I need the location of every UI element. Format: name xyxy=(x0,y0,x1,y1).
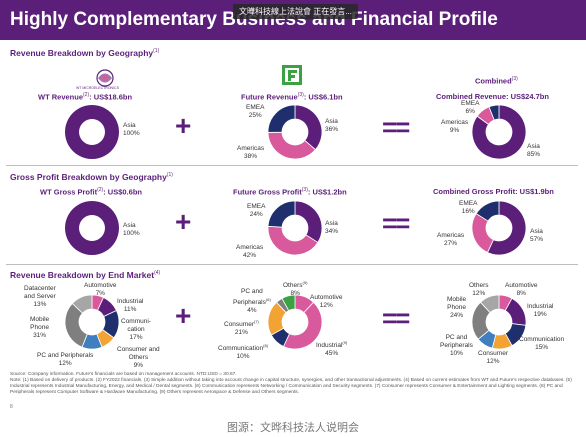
divider-2 xyxy=(6,264,578,265)
donut-segment xyxy=(267,225,319,256)
label-r3-f-pc: PC and Peripherals(6) 4% xyxy=(233,288,271,315)
donut-combined-gross-profit xyxy=(471,200,527,256)
page-number: 8 xyxy=(10,404,13,410)
footnote: Source: Company information. Future's fi… xyxy=(10,372,575,396)
future-revenue-label: Future Revenue(3): US$6.1bn xyxy=(241,92,343,102)
donut-segment xyxy=(267,104,296,133)
label-r3-c-mobile: Mobile Phone 24% xyxy=(447,296,467,319)
label-r3-wt-datacenter: Datacenter and Server 13% xyxy=(24,285,56,308)
donut-segment xyxy=(267,131,316,160)
label-r3-c-communication: Communication 15% xyxy=(519,336,565,351)
equals-sign-1: == xyxy=(382,112,410,142)
label-r3-wt-communication: Communi-cation 17% xyxy=(121,318,151,341)
donut-segment xyxy=(488,104,500,121)
combined-header: Combined(3) xyxy=(475,76,518,86)
section-title-revenue-geography: Revenue Breakdown by Geography(1) xyxy=(10,48,160,58)
label-r2-wt-asia: Asia 100% xyxy=(123,222,140,237)
donut-segment xyxy=(282,301,323,350)
label-r3-c-others: Others 12% xyxy=(469,282,489,297)
wt-logo xyxy=(87,67,123,91)
donut-combined-end-market xyxy=(471,294,527,350)
slide: Highly Complementary Business and Financ… xyxy=(0,0,586,410)
label-r3-f-others: Others(5) 8% xyxy=(283,280,308,298)
label-r2-c-asia: Asia 57% xyxy=(530,228,544,243)
label-r1-c-emea: EMEA 6% xyxy=(461,100,480,115)
donut-segment xyxy=(479,294,500,314)
label-r2-f-americas: Americas 42% xyxy=(236,244,264,259)
future-logo xyxy=(282,65,302,85)
label-r1-f-emea: EMEA 25% xyxy=(246,104,265,119)
wt-logo-caption: WT MICROELECTRONICS xyxy=(76,86,119,90)
donut-wt-revenue xyxy=(64,105,119,159)
donut-future-revenue xyxy=(267,104,323,160)
combined-revenue-label: Combined Revenue: US$24.7bn xyxy=(436,92,549,101)
label-r2-f-emea: EMEA 24% xyxy=(247,203,266,218)
label-r1-c-asia: Asia 85% xyxy=(527,143,541,158)
label-r3-f-consumer: Consumer(7) 21% xyxy=(224,319,259,337)
footnote-source: Source: Company information. Future's fi… xyxy=(10,372,237,377)
divider-1 xyxy=(6,165,578,166)
plus-sign-3: + xyxy=(175,300,192,331)
donut-future-gross-profit xyxy=(267,200,323,256)
wt-gross-profit-label: WT Gross Profit(2): US$0.6bn xyxy=(40,187,142,197)
combined-gross-profit-label: Combined Gross Profit: US$1.9bn xyxy=(433,187,554,196)
speaker-overlay-tag: 文曄科技線上法說會 正在發言... xyxy=(233,4,358,19)
donut-segment xyxy=(64,105,119,159)
donut-segment xyxy=(267,200,296,228)
future-gross-profit-label: Future Gross Profit(3): US$1.2bn xyxy=(233,187,347,197)
label-r3-c-automotive: Automotive 8% xyxy=(505,282,538,297)
donut-segment xyxy=(471,104,527,160)
donut-segment xyxy=(281,294,296,312)
label-r2-c-americas: Americas 27% xyxy=(437,232,465,247)
label-r3-f-communication: Communication(8) 10% xyxy=(218,343,269,361)
label-r3-c-industrial: Industrial 19% xyxy=(527,303,554,318)
image-caption: 图源：文晔科技法人说明会 xyxy=(227,422,359,434)
wt-revenue-label: WT Revenue(2): US$18.6bn xyxy=(38,92,133,102)
plus-sign-1: + xyxy=(175,110,192,141)
label-r1-f-asia: Asia 36% xyxy=(325,118,339,133)
label-r3-c-pc: PC and Peripherals 10% xyxy=(440,334,473,357)
section-title-gross-profit-geography: Gross Profit Breakdown by Geography(1) xyxy=(10,172,173,182)
donut-wt-end-market xyxy=(64,294,120,350)
donut-combined-revenue xyxy=(471,104,527,160)
footnote-notes: Note: (1) Based on delivery of products.… xyxy=(10,378,572,395)
label-r1-f-americas: Americas 38% xyxy=(237,145,265,160)
page-title: Highly Complementary Business and Financ… xyxy=(10,9,498,30)
label-r3-wt-mobile: Mobile Phone 31% xyxy=(30,316,50,339)
donut-wt-gross-profit xyxy=(64,201,119,255)
label-r1-c-americas: Americas 9% xyxy=(441,119,469,134)
label-r3-f-industrial: Industrial(9) 45% xyxy=(316,340,348,358)
donut-segment xyxy=(471,212,495,253)
donut-segment xyxy=(294,104,323,151)
label-r3-wt-industrial: Industrial 11% xyxy=(117,298,144,313)
label-r3-f-automotive: Automotive 12% xyxy=(310,294,343,309)
label-r3-wt-automotive: Automotive 7% xyxy=(84,282,117,297)
plus-sign-2: + xyxy=(175,206,192,237)
label-r3-wt-pc: PC and Peripherals 12% xyxy=(37,352,94,367)
label-r2-f-asia: Asia 34% xyxy=(325,220,339,235)
label-r3-c-consumer: Consumer 12% xyxy=(478,350,508,365)
label-r2-c-emea: EMEA 16% xyxy=(459,200,478,215)
equals-sign-2: == xyxy=(382,208,410,238)
donut-future-end-market xyxy=(267,294,323,350)
donut-segment xyxy=(64,201,119,255)
section-title-end-market: Revenue Breakdown by End Market(4) xyxy=(10,270,161,280)
equals-sign-3: == xyxy=(382,303,410,333)
donut-segment xyxy=(486,200,527,256)
donut-segment xyxy=(475,200,500,222)
label-r1-wt-asia: Asia 100% xyxy=(123,122,140,137)
label-r3-wt-consumer: Consumer and Others 9% xyxy=(117,346,160,369)
donut-segment xyxy=(71,294,93,314)
